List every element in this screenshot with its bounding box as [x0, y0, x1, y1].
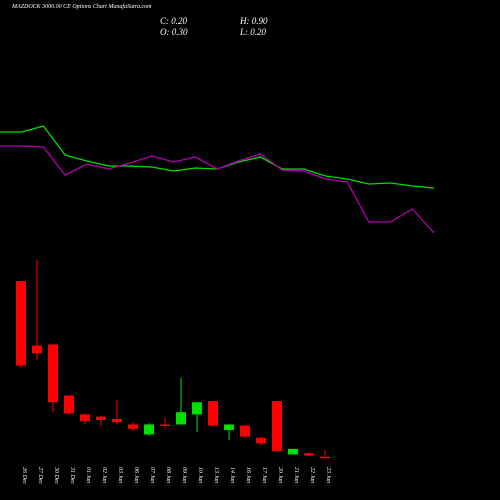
x-tick-label: 14 Jan — [229, 467, 236, 483]
x-tick-label: 08 Jan — [165, 467, 171, 483]
x-tick-label: 30 Dec — [53, 466, 59, 484]
candle-body — [256, 437, 266, 444]
x-tick-label: 26 Dec — [21, 467, 27, 484]
x-tick-label: 21 Jan — [293, 467, 299, 483]
close-label: C: 0.20 — [160, 16, 188, 26]
indicator-line — [0, 125, 435, 189]
candle-body — [240, 425, 250, 437]
candle-body — [272, 401, 282, 452]
indicator-line — [0, 145, 435, 234]
x-tick-label: 03 Jan — [117, 467, 123, 483]
x-tick-label: 22 Jan — [309, 467, 315, 483]
x-tick-label: 02 Jan — [101, 467, 107, 483]
x-tick-label: 10 Jan — [197, 467, 203, 483]
candle-body — [112, 418, 122, 423]
candle-body — [224, 424, 234, 430]
x-tick-label: 01 Jan — [85, 467, 91, 483]
x-tick-label: 16 Jan — [245, 467, 251, 483]
candle-body — [320, 456, 330, 459]
candle-body — [16, 281, 26, 366]
candle-body — [144, 424, 154, 435]
candle-body — [48, 344, 58, 403]
candle-body — [160, 424, 170, 426]
x-tick-label: 07 Jan — [149, 467, 155, 483]
x-tick-label: 06 Jan — [133, 467, 139, 483]
x-tick-label: 20 Jan — [277, 467, 283, 483]
x-tick-label: 17 Jan — [261, 467, 267, 483]
candle-body — [80, 414, 90, 422]
candle-body — [32, 345, 42, 354]
low-label: L: 0.20 — [239, 27, 267, 37]
open-label: O: 0.30 — [160, 27, 188, 37]
candle-body — [176, 412, 186, 425]
candle-body — [64, 395, 74, 414]
candle-body — [304, 453, 314, 456]
x-tick-label: 23 Jan — [325, 467, 331, 483]
high-label: H: 0.90 — [239, 16, 268, 26]
candle-body — [208, 401, 218, 426]
candle-body — [192, 402, 202, 415]
x-tick-label: 27 Dec — [37, 467, 43, 484]
candle-body — [96, 416, 106, 420]
chart-title: MAZDOCK 3000.00 CE Options Chart MunafaS… — [11, 3, 152, 10]
candle-body — [128, 424, 138, 429]
x-tick-label: 09 Jan — [181, 467, 187, 483]
candle-body — [288, 448, 298, 455]
x-tick-label: 31 Dec — [69, 466, 75, 484]
x-tick-label: 13 Jan — [213, 467, 219, 483]
